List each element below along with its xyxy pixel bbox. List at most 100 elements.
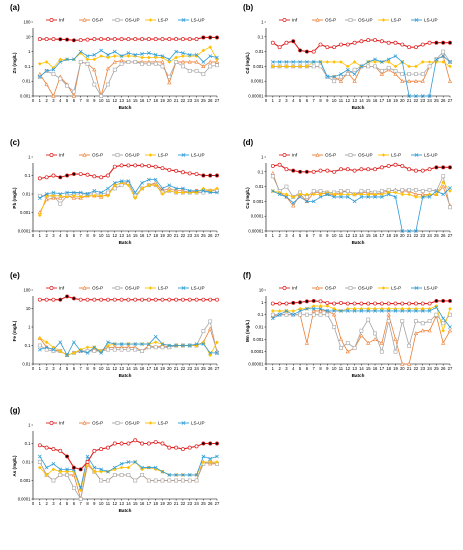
data-point [85, 57, 90, 62]
data-point [133, 37, 138, 42]
x-tick-label: 4 [59, 366, 62, 371]
legend-label: LS-P [158, 18, 168, 23]
legend-marker [414, 286, 419, 290]
data-point [187, 343, 192, 348]
y-tick-label: 0.0001 [251, 349, 264, 354]
y-tick-label: 0.0001 [18, 229, 31, 234]
x-tick-label: 8 [86, 233, 89, 238]
chart-b: (b) Inf OS-P OS-UP LS-P LS-UP 0.00001 0.0001 0.0… [243, 3, 453, 110]
data-point [448, 205, 452, 210]
data-point [448, 325, 452, 329]
data-point [106, 343, 110, 348]
data-point [44, 192, 49, 196]
data-point [160, 345, 165, 350]
data-point [147, 465, 151, 470]
series-line [272, 310, 451, 365]
series-lsup [270, 305, 452, 329]
data-point [160, 192, 165, 196]
data-point [153, 297, 158, 302]
data-point [379, 306, 384, 311]
x-tick-label: 27 [448, 98, 453, 103]
legend-marker [49, 286, 54, 290]
x-axis-label: Batch [352, 240, 365, 245]
y-tick-label: 0.001 [20, 478, 31, 483]
data-point [194, 68, 199, 73]
legend-marker [381, 286, 386, 290]
y-axis-label: Fe (mg/L) [12, 320, 17, 341]
data-point [153, 55, 158, 60]
data-point [407, 309, 411, 313]
legend-item: OS-P [79, 18, 103, 23]
data-point [133, 347, 138, 352]
legend-label: LS-P [158, 153, 168, 158]
data-point [146, 345, 151, 350]
y-tick-label: 10 [26, 306, 31, 311]
data-point [352, 192, 357, 197]
data-point [298, 48, 303, 53]
data-point [78, 467, 83, 472]
data-point [208, 35, 213, 40]
data-point [119, 347, 124, 352]
data-point [92, 82, 97, 87]
data-point [146, 55, 151, 60]
data-point [270, 163, 275, 168]
x-tick-label: 16 [140, 501, 145, 506]
data-point [44, 340, 49, 345]
x-tick-label: 24 [427, 233, 432, 238]
x-tick-label: 1 [39, 501, 42, 506]
data-point [167, 80, 172, 85]
data-point [85, 460, 90, 464]
data-point [359, 189, 364, 193]
data-point [92, 345, 97, 350]
data-point [37, 297, 42, 302]
legend-marker [181, 18, 186, 22]
data-point [146, 478, 151, 483]
data-point [126, 460, 131, 464]
data-point [99, 94, 104, 98]
x-axis-label: Batch [119, 373, 132, 378]
data-point [92, 67, 97, 72]
data-point [37, 37, 42, 42]
x-tick-label: 21 [174, 501, 179, 506]
data-point [215, 190, 219, 195]
data-point [311, 308, 316, 313]
data-point [400, 42, 405, 47]
x-tick-label: 7 [313, 233, 316, 238]
data-point [420, 94, 425, 98]
data-point [318, 42, 323, 47]
legend-item: LS-P [378, 18, 401, 23]
x-tick-label: 19 [393, 366, 398, 371]
data-point [400, 309, 405, 313]
x-axis-label: Batch [119, 240, 132, 245]
data-point [140, 61, 144, 66]
x-tick-label: 20 [400, 233, 405, 238]
data-point [181, 51, 185, 55]
legend-label: OS-P [325, 18, 336, 23]
data-point [311, 49, 316, 54]
data-point [72, 190, 76, 195]
data-point [78, 297, 83, 302]
y-tick-label: 0.1 [258, 34, 264, 39]
data-point [345, 67, 350, 72]
data-point [270, 40, 275, 45]
data-point [65, 173, 70, 178]
x-tick-label: 23 [187, 233, 192, 238]
x-tick-label: 24 [194, 501, 199, 506]
data-point [400, 72, 405, 77]
data-point [345, 64, 350, 69]
data-point [180, 170, 185, 175]
data-point [71, 172, 76, 176]
legend-item: OS-P [312, 153, 336, 158]
data-point [352, 309, 357, 313]
x-tick-label: 14 [359, 233, 364, 238]
x-tick-label: 14 [126, 98, 131, 103]
data-point [270, 64, 275, 69]
data-point [393, 190, 398, 195]
legend-label: OS-P [92, 286, 103, 291]
data-point [339, 195, 343, 199]
x-tick-label: 5 [66, 233, 69, 238]
data-point [427, 60, 432, 64]
data-point [65, 37, 70, 42]
data-point [318, 64, 323, 69]
legend-label: LS-P [158, 421, 168, 426]
